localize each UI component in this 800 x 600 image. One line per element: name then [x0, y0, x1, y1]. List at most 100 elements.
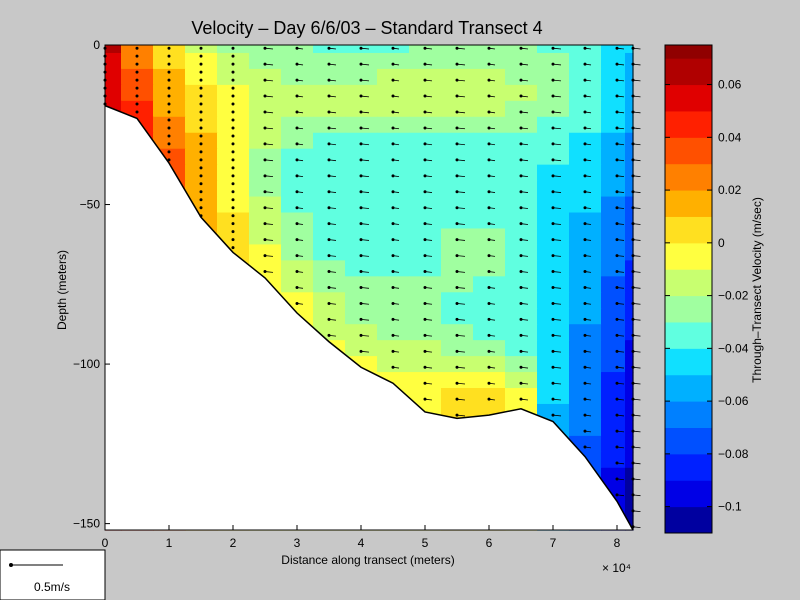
velocity-arrow-dot: [519, 254, 523, 258]
velocity-arrow-dot: [295, 78, 299, 82]
field-cell: [569, 132, 602, 150]
velocity-arrow-dot: [423, 62, 427, 66]
velocity-arrow-dot: [359, 349, 363, 353]
field-cell: [441, 324, 474, 341]
velocity-arrow-dot: [199, 62, 203, 66]
velocity-arrow-dot: [199, 110, 203, 114]
velocity-arrow-dot: [167, 110, 171, 114]
field-cell: [625, 244, 634, 261]
field-cell: [409, 292, 442, 309]
velocity-arrow-dot: [551, 190, 555, 194]
field-cell: [377, 308, 410, 325]
velocity-arrow-dot: [423, 333, 427, 337]
velocity-arrow-dot: [519, 126, 523, 130]
velocity-arrow-dot: [295, 254, 299, 258]
velocity-arrow-dot: [295, 286, 299, 289]
field-cell: [377, 324, 410, 341]
velocity-arrow-dot: [615, 46, 619, 50]
velocity-arrow-dot: [199, 102, 203, 106]
velocity-arrow-dot: [487, 110, 491, 114]
velocity-arrow-dot: [455, 46, 459, 50]
velocity-arrow-dot: [519, 238, 523, 242]
field-cell: [625, 68, 634, 86]
field-cell: [473, 196, 506, 214]
field-cell: [505, 308, 538, 325]
field-cell: [505, 164, 538, 182]
velocity-arrow-dot: [135, 54, 139, 58]
field-cell: [377, 276, 410, 293]
velocity-arrow-dot: [359, 126, 363, 130]
field-cell: [185, 52, 218, 70]
field-cell: [505, 388, 538, 405]
velocity-arrow-dot: [615, 62, 619, 66]
y-axis-ticks: 0 −50 −100 −150: [73, 38, 110, 531]
velocity-arrow-dot: [231, 110, 235, 114]
colorbar-frame: [664, 44, 713, 534]
field-cell: [409, 68, 442, 86]
field-cell: [217, 68, 250, 86]
velocity-arrow-dot: [519, 381, 523, 385]
velocity-arrow-dot: [487, 381, 491, 385]
field-cell: [377, 340, 410, 357]
velocity-arrow-dot: [423, 365, 427, 369]
velocity-arrow-dot: [583, 158, 587, 162]
velocity-arrow-dot: [391, 110, 395, 114]
velocity-arrow-dot: [167, 102, 171, 106]
field-cell: [377, 52, 410, 70]
field-cell: [409, 308, 442, 325]
field-cell: [537, 244, 570, 261]
velocity-arrow-dot: [231, 198, 235, 202]
field-cell: [505, 244, 538, 261]
velocity-arrow-dot: [263, 238, 267, 242]
field-cell: [409, 116, 442, 134]
field-cell: [569, 356, 602, 373]
field-cell: [313, 196, 346, 214]
field-cell: [441, 68, 474, 86]
field-cell: [441, 132, 474, 150]
field-cell: [313, 244, 346, 261]
field-cell: [377, 84, 410, 102]
velocity-arrow-dot: [231, 246, 235, 250]
field-cell: [601, 372, 626, 389]
field-cell: [569, 68, 602, 86]
velocity-arrow-dot: [615, 142, 619, 146]
x-axis-label: Distance along transect (meters): [281, 553, 454, 567]
field-cell: [313, 164, 346, 182]
field-cell: [505, 324, 538, 341]
field-cell: [313, 180, 346, 198]
velocity-arrow-dot: [423, 270, 427, 274]
field-cell: [345, 324, 378, 341]
velocity-arrow-dot: [455, 158, 459, 162]
field-cell: [625, 52, 634, 70]
velocity-arrow-dot: [615, 381, 619, 385]
field-cell: [473, 164, 506, 182]
field-cell: [281, 100, 314, 118]
velocity-arrow-dot: [519, 46, 523, 50]
field-cell: [409, 164, 442, 182]
field-cell: [249, 164, 282, 182]
velocity-arrow-dot: [519, 190, 523, 194]
field-cell: [217, 228, 250, 246]
velocity-arrow-dot: [199, 158, 203, 162]
velocity-arrow-dot: [583, 222, 587, 226]
field-cell: [505, 132, 538, 150]
velocity-arrow-dot: [423, 381, 427, 385]
field-cell: [473, 68, 506, 86]
velocity-arrow-dot: [487, 397, 491, 401]
velocity-arrow-dot: [615, 110, 619, 114]
velocity-arrow-dot: [551, 397, 555, 401]
field-cell: [569, 212, 602, 230]
field-cell: [121, 100, 154, 118]
velocity-arrow-dot: [583, 397, 587, 401]
field-cell: [441, 244, 474, 261]
velocity-arrow-dot: [327, 110, 331, 114]
colorbar-segment: [665, 374, 712, 402]
velocity-arrow-dot: [295, 222, 299, 226]
velocity-arrow-dot: [135, 86, 139, 90]
velocity-arrow-dot: [391, 238, 395, 242]
field-cell: [217, 52, 250, 70]
velocity-arrow-dot: [615, 461, 619, 465]
field-cell: [105, 52, 122, 70]
velocity-arrow-dot: [455, 62, 459, 66]
velocity-arrow-dot: [423, 397, 427, 401]
